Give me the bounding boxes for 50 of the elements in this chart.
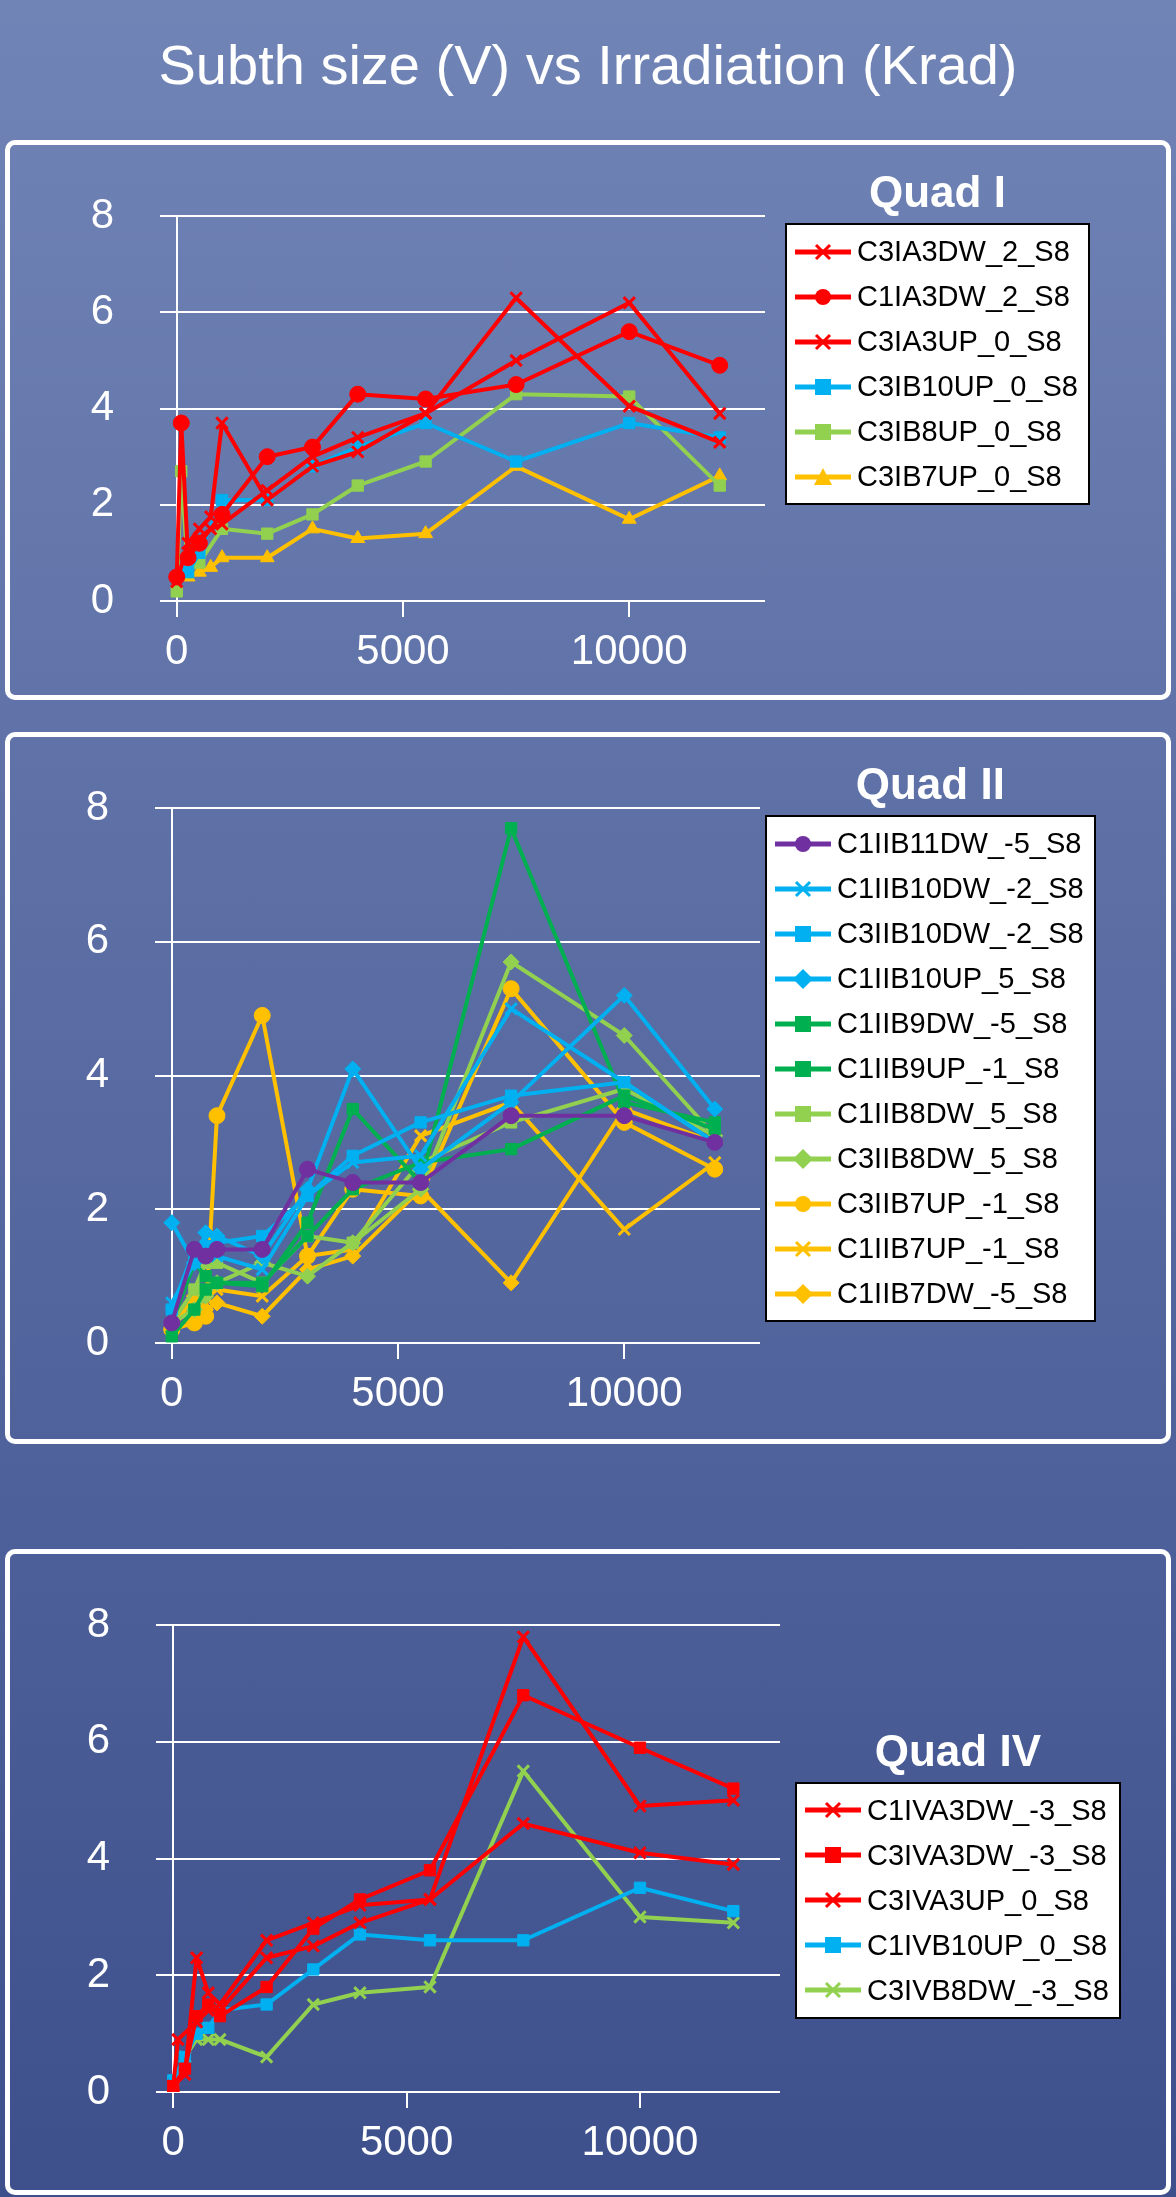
legend-title: Quad II [854, 759, 1006, 809]
legend-label: C3IVA3UP_0_S8 [867, 1883, 1089, 1917]
y-tick-label: 8 [90, 189, 114, 237]
x-tick-label: 5000 [356, 625, 450, 673]
y-tick-label: 6 [90, 285, 114, 333]
legend-label: C3IIB7UP_-1_S8 [837, 1187, 1060, 1220]
legend-title: Quad I [868, 167, 1007, 217]
legend-label: C3IA3UP_0_S8 [857, 325, 1062, 358]
legend-label: C1IIB7UP_-1_S8 [837, 1232, 1060, 1265]
y-tick-label: 8 [85, 781, 109, 829]
x-tick-label: 10000 [565, 1367, 683, 1415]
y-tick-label: 0 [86, 2065, 110, 2113]
legend-title: Quad IV [873, 1725, 1042, 1776]
chart-title: Subth size (V) vs Irradiation (Krad) [157, 32, 1019, 98]
legend-label: C1IIB10UP_5_S8 [837, 962, 1066, 995]
x-tick-label: 5000 [351, 1367, 445, 1415]
legend-label: C1IIB8DW_5_S8 [837, 1097, 1058, 1130]
y-tick-label: 8 [86, 1598, 110, 1646]
legend-label: C3IB8UP_0_S8 [857, 415, 1062, 448]
legend-label: C3IB10UP_0_S8 [857, 370, 1078, 403]
x-tick-label: 0 [160, 1367, 184, 1415]
legend-label: C1IIB9DW_-5_S8 [837, 1007, 1068, 1040]
legend-label: C1IIB11DW_-5_S8 [837, 827, 1082, 860]
legend-label: C3IB7UP_0_S8 [857, 460, 1062, 493]
y-tick-label: 4 [90, 382, 114, 430]
y-tick-label: 4 [85, 1049, 109, 1097]
legend-label: C1IVB10UP_0_S8 [867, 1928, 1108, 1962]
x-tick-label: 0 [165, 625, 189, 673]
legend-label: C1IIB9UP_-1_S8 [837, 1052, 1060, 1085]
legend-label: C3IIB10DW_-2_S8 [837, 917, 1084, 950]
legend-label: C1IIB10DW_-2_S8 [837, 872, 1084, 905]
y-tick-label: 2 [86, 1948, 110, 1996]
y-tick-label: 4 [86, 1832, 110, 1880]
x-tick-label: 10000 [570, 625, 688, 673]
x-tick-label: 0 [161, 2116, 185, 2164]
legend-label: C1IVA3DW_-3_S8 [867, 1793, 1107, 1827]
legend-label: C3IVA3DW_-3_S8 [867, 1838, 1107, 1872]
legend-label: C3IA3DW_2_S8 [857, 235, 1070, 268]
legend-label: C3IVB8DW_-3_S8 [867, 1973, 1109, 2007]
y-tick-label: 0 [90, 574, 114, 622]
y-tick-label: 2 [85, 1182, 109, 1230]
x-tick-label: 5000 [359, 2116, 454, 2164]
legend-label: C1IIB7DW_-5_S8 [837, 1277, 1068, 1310]
legend-label: C1IA3DW_2_S8 [857, 280, 1070, 313]
y-tick-label: 2 [90, 478, 114, 526]
x-tick-label: 10000 [581, 2116, 699, 2164]
y-tick-label: 0 [85, 1316, 109, 1364]
legend-label: C3IIB8DW_5_S8 [837, 1142, 1058, 1175]
y-tick-label: 6 [85, 915, 109, 963]
y-tick-label: 6 [86, 1715, 110, 1763]
